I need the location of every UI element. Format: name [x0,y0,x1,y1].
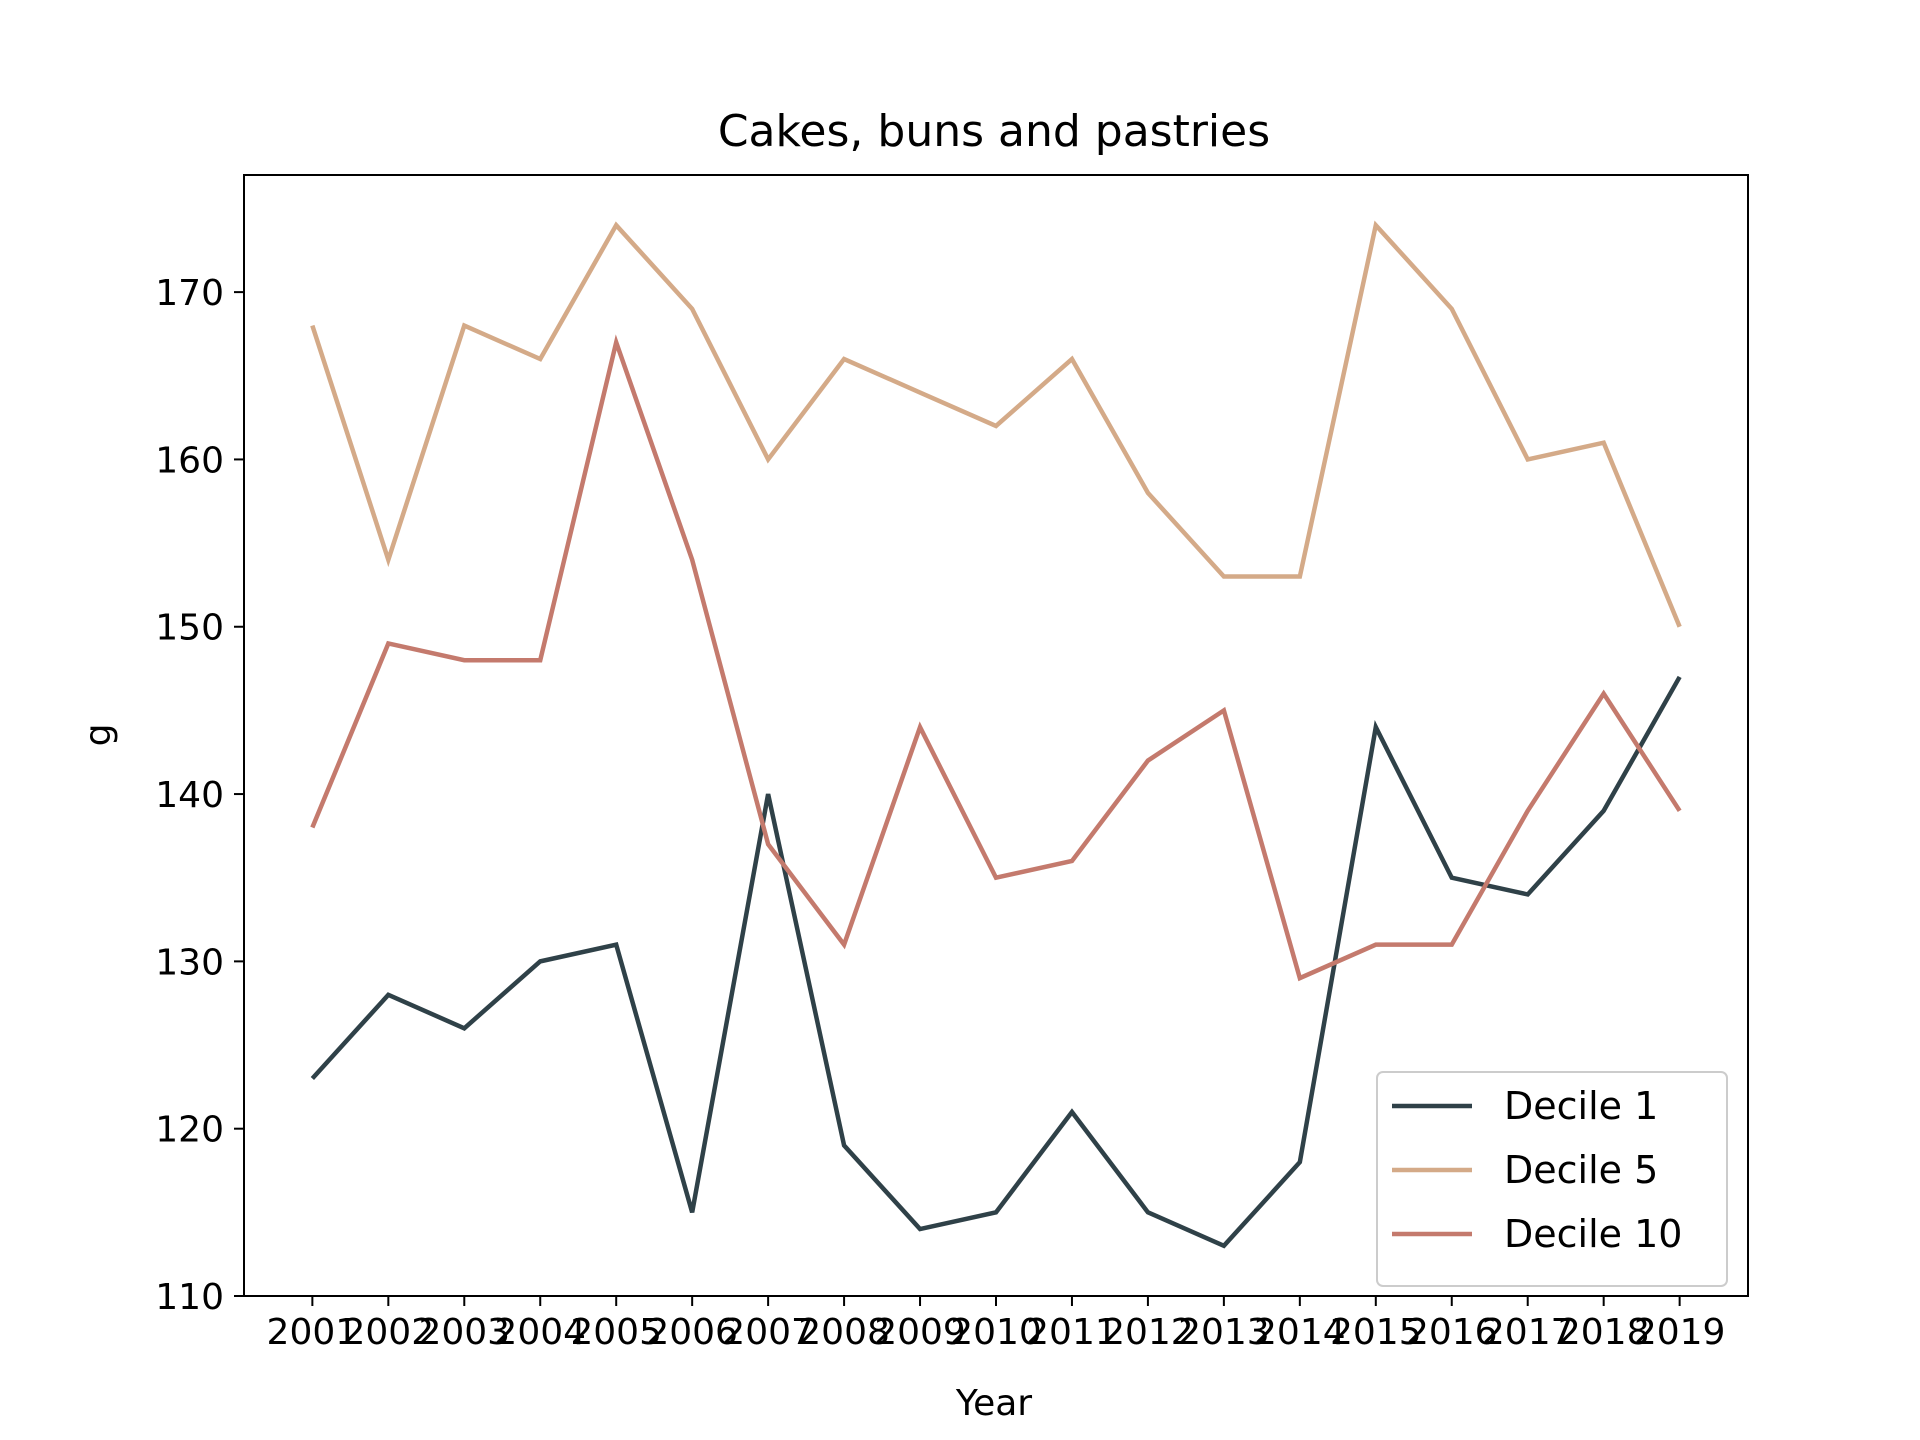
y-tick-label: 160 [155,440,224,481]
x-tick-label: 2014 [1254,1312,1346,1353]
legend-label: Decile 10 [1504,1212,1682,1256]
y-tick-label: 170 [155,273,224,314]
x-tick-label: 2009 [874,1312,966,1353]
y-tick-label: 140 [155,775,224,816]
x-tick-label: 2015 [1330,1312,1422,1353]
x-tick-label: 2003 [418,1312,510,1353]
x-tick-label: 2018 [1558,1312,1650,1353]
x-tick-label: 2016 [1406,1312,1498,1353]
y-tick-label: 120 [155,1110,224,1151]
y-tick-label: 110 [155,1277,224,1318]
series-line-1 [310,675,1682,1249]
chart-title: Cakes, buns and pastries [718,106,1270,157]
x-tick-label: 2002 [343,1312,435,1353]
y-axis-label: g [78,724,119,747]
x-tick-label: 2019 [1634,1312,1726,1353]
x-tick-label: 2013 [1178,1312,1270,1353]
axes: 2001200220032004200520062007200820092010… [155,174,1749,1353]
x-tick-label: 2005 [570,1312,662,1353]
x-tick-label: 2012 [1102,1312,1194,1353]
x-tick-label: 2006 [646,1312,738,1353]
y-tick-label: 130 [155,942,224,983]
x-tick-label: 2007 [722,1312,814,1353]
x-tick-label: 2010 [950,1312,1042,1353]
x-tick-label: 2008 [798,1312,890,1353]
x-tick-label: 2001 [267,1312,359,1353]
legend-label: Decile 5 [1504,1148,1658,1192]
x-axis-label: Year [955,1383,1032,1424]
x-tick-label: 2011 [1026,1312,1118,1353]
y-tick-label: 150 [155,608,224,649]
series-line-3 [310,334,1682,982]
plot-area [310,220,1682,1249]
x-tick-label: 2017 [1482,1312,1574,1353]
legend: Decile 1 Decile 5 Decile 10 [1376,1071,1728,1287]
series-line-2 [310,220,1682,628]
legend-label: Decile 1 [1504,1084,1658,1128]
x-tick-label: 2004 [494,1312,586,1353]
